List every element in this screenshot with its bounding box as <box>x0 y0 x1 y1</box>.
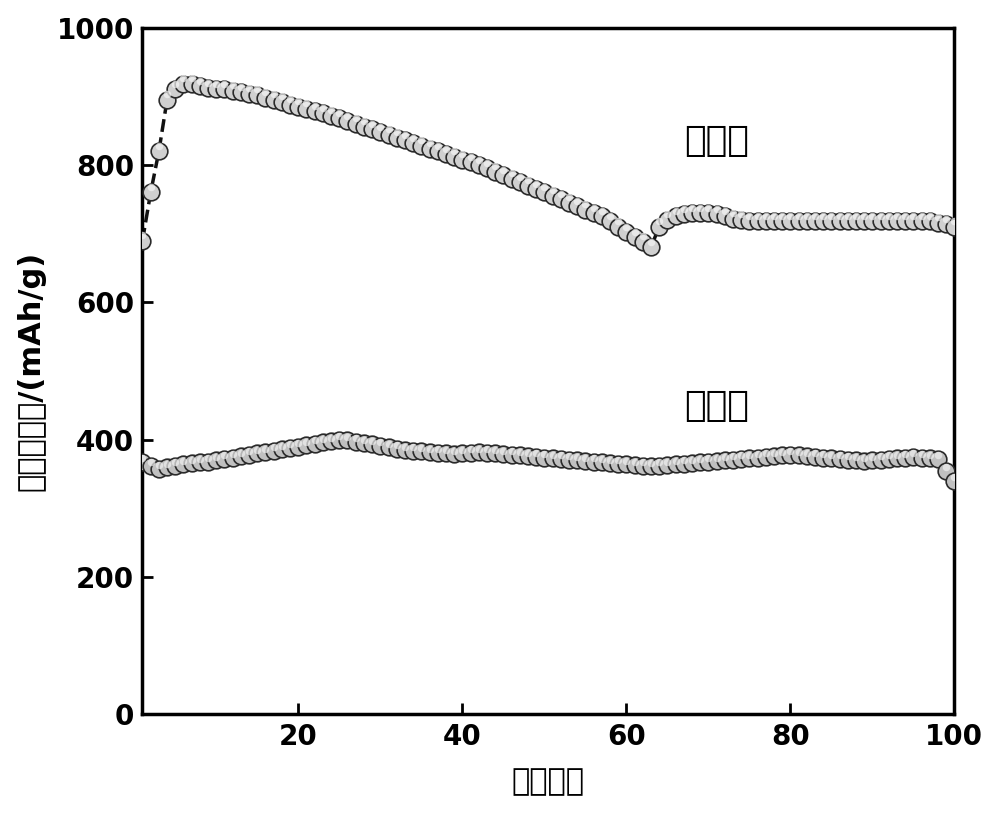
Text: 实施例: 实施例 <box>684 124 749 159</box>
Y-axis label: 循环比容量/(mAh/g): 循环比容量/(mAh/g) <box>17 251 46 491</box>
X-axis label: 循环次数: 循环次数 <box>512 767 585 796</box>
Text: 对比例: 对比例 <box>684 389 749 423</box>
